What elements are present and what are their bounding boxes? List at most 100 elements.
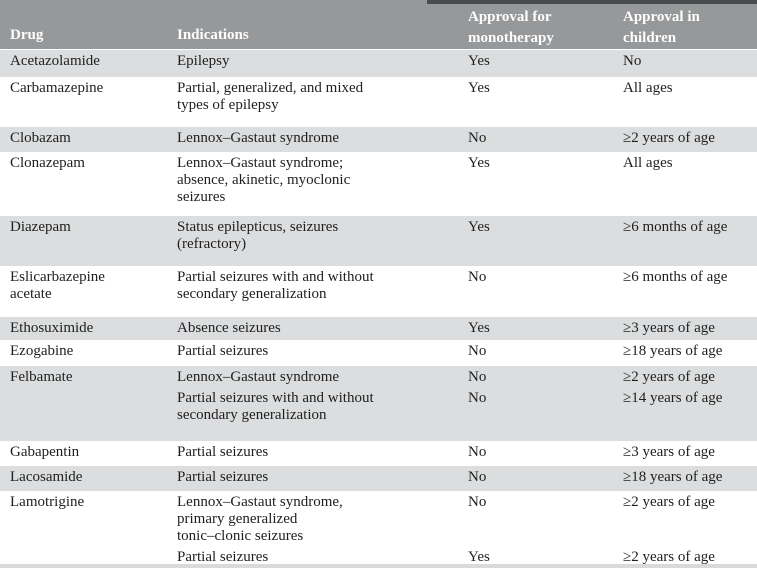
children-value: ≥18 years of age <box>623 343 723 359</box>
drug-name: Felbamate <box>10 369 73 385</box>
row-entry: Partial seizures No ≥3 years of age <box>177 444 757 461</box>
children-value: ≥2 years of age <box>623 494 715 510</box>
indication-text: Partial seizures <box>177 444 269 460</box>
row-entry: Lennox–Gastaut syndrome, primary general… <box>177 494 757 545</box>
drug-name: Gabapentin <box>10 444 80 460</box>
top-crop-strip <box>427 0 757 4</box>
row-entry: Partial seizures No ≥18 years of age <box>177 469 757 486</box>
drug-name: Carbamazepine <box>10 80 104 96</box>
monotherapy-value: Yes <box>468 155 490 171</box>
row-entry: Partial, generalized, and mixed types of… <box>177 80 757 114</box>
table-row: Clonazepam Lennox–Gastaut syndrome; abse… <box>0 152 757 216</box>
children-value: ≥6 months of age <box>623 219 728 235</box>
row-entry: Partial seizures with and without second… <box>177 269 757 303</box>
monotherapy-value: Yes <box>468 219 490 235</box>
children-value: All ages <box>623 155 673 171</box>
indication-text: Epilepsy <box>177 53 230 69</box>
indication-text: Lennox–Gastaut syndrome, primary general… <box>177 494 343 544</box>
drug-name: Ezogabine <box>10 343 74 359</box>
indication-text: Partial seizures <box>177 469 269 485</box>
monotherapy-value: No <box>468 469 487 485</box>
monotherapy-value: No <box>468 494 487 510</box>
drug-name: Diazepam <box>10 219 71 235</box>
table-row: Ezogabine Partial seizures No ≥18 years … <box>0 340 757 366</box>
children-value: ≥2 years of age <box>623 549 715 565</box>
row-entries: Partial seizures No ≥18 years of age <box>177 343 757 366</box>
row-entries: Partial seizures No ≥3 years of age <box>177 444 757 466</box>
column-header-monotherapy: Approval for monotherapy <box>468 9 554 46</box>
children-value: No <box>623 53 642 69</box>
monotherapy-value: No <box>468 369 487 385</box>
drug-name: Lamotrigine <box>10 494 85 510</box>
children-value: All ages <box>623 80 673 96</box>
table-row: Ethosuximide Absence seizures Yes ≥3 yea… <box>0 317 757 340</box>
row-entries: Lennox–Gastaut syndrome; absence, akinet… <box>177 155 757 216</box>
drug-name: Eslicarbazepine acetate <box>10 269 105 302</box>
row-entry: Status epilepticus, seizures (refractory… <box>177 219 757 253</box>
indication-text: Lennox–Gastaut syndrome <box>177 130 340 146</box>
indication-text: Partial seizures with and without second… <box>177 269 374 302</box>
drug-name: Ethosuximide <box>10 320 94 336</box>
row-entry: Epilepsy Yes No <box>177 53 757 70</box>
table-row: Felbamate Lennox–Gastaut syndrome No ≥2 … <box>0 366 757 441</box>
children-value: ≥6 months of age <box>623 269 728 285</box>
column-header-children: Approval in children <box>623 9 700 46</box>
children-value: ≥14 years of age <box>623 390 723 406</box>
row-entries: Partial seizures with and without second… <box>177 269 757 317</box>
row-entries: Epilepsy Yes No <box>177 53 757 77</box>
table-row: Clobazam Lennox–Gastaut syndrome No ≥2 y… <box>0 127 757 152</box>
row-entries: Lennox–Gastaut syndrome, primary general… <box>177 494 757 568</box>
drug-name: Acetazolamide <box>10 53 100 69</box>
table-header-row: Drug Indications Approval for monotherap… <box>0 0 757 50</box>
row-entry: Lennox–Gastaut syndrome; absence, akinet… <box>177 155 757 206</box>
table-row: Lamotrigine Lennox–Gastaut syndrome, pri… <box>0 491 757 568</box>
row-entries: Partial seizures No ≥18 years of age <box>177 469 757 491</box>
indication-text: Partial seizures <box>177 343 269 359</box>
children-value: ≥2 years of age <box>623 130 715 146</box>
row-entry: Lennox–Gastaut syndrome No ≥2 years of a… <box>177 369 757 386</box>
drug-name: Lacosamide <box>10 469 83 485</box>
row-entry: Partial seizures Yes ≥2 years of age <box>177 549 757 566</box>
drug-name: Clobazam <box>10 130 71 146</box>
table-row: Carbamazepine Partial, generalized, and … <box>0 77 757 127</box>
table-body: Acetazolamide Epilepsy Yes No Carbamazep… <box>0 50 757 568</box>
row-entry: Lennox–Gastaut syndrome No ≥2 years of a… <box>177 130 757 147</box>
monotherapy-value: No <box>468 269 487 285</box>
children-value: ≥3 years of age <box>623 444 715 460</box>
children-value: ≥3 years of age <box>623 320 715 336</box>
indication-text: Absence seizures <box>177 320 281 336</box>
children-value: ≥18 years of age <box>623 469 723 485</box>
indication-text: Lennox–Gastaut syndrome <box>177 369 340 385</box>
row-entries: Lennox–Gastaut syndrome No ≥2 years of a… <box>177 130 757 152</box>
monotherapy-value: No <box>468 444 487 460</box>
row-entries: Lennox–Gastaut syndrome No ≥2 years of a… <box>177 369 757 441</box>
indication-text: Partial, generalized, and mixed types of… <box>177 80 364 113</box>
column-header-drug: Drug <box>10 27 44 43</box>
row-entry: Absence seizures Yes ≥3 years of age <box>177 320 757 337</box>
indication-text: Partial seizures with and without second… <box>177 390 374 423</box>
indication-text: Status epilepticus, seizures (refractory… <box>177 219 339 252</box>
row-entries: Partial, generalized, and mixed types of… <box>177 80 757 127</box>
indication-text: Partial seizures <box>177 549 269 565</box>
table-row: Lacosamide Partial seizures No ≥18 years… <box>0 466 757 491</box>
monotherapy-value: No <box>468 130 487 146</box>
table-row: Diazepam Status epilepticus, seizures (r… <box>0 216 757 266</box>
monotherapy-value: No <box>468 343 487 359</box>
table-row: Gabapentin Partial seizures No ≥3 years … <box>0 441 757 466</box>
monotherapy-value: No <box>468 390 487 406</box>
monotherapy-value: Yes <box>468 80 490 96</box>
row-entries: Absence seizures Yes ≥3 years of age <box>177 320 757 340</box>
monotherapy-value: Yes <box>468 549 490 565</box>
row-entries: Status epilepticus, seizures (refractory… <box>177 219 757 266</box>
row-entry: Partial seizures No ≥18 years of age <box>177 343 757 360</box>
monotherapy-value: Yes <box>468 53 490 69</box>
indication-text: Lennox–Gastaut syndrome; absence, akinet… <box>177 155 351 205</box>
row-entry: Partial seizures with and without second… <box>177 390 757 424</box>
table-row: Eslicarbazepine acetate Partial seizures… <box>0 266 757 317</box>
children-value: ≥2 years of age <box>623 369 715 385</box>
column-header-indications: Indications <box>177 27 249 43</box>
table-row: Acetazolamide Epilepsy Yes No <box>0 50 757 77</box>
drug-name: Clonazepam <box>10 155 85 171</box>
monotherapy-value: Yes <box>468 320 490 336</box>
